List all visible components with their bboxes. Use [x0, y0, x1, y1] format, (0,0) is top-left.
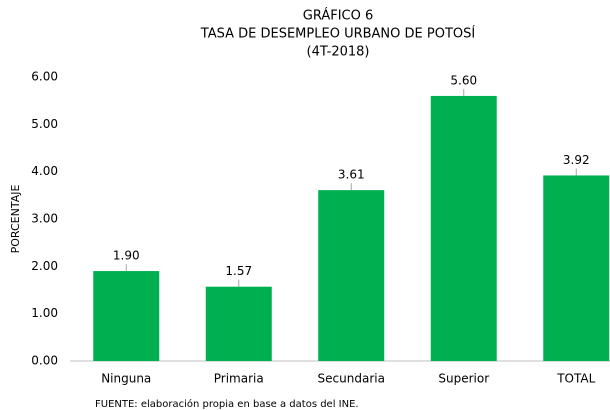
y-tick-label: 5.00	[31, 117, 58, 131]
y-tick-label: 0.00	[31, 354, 58, 368]
chart-title: TASA DE DESEMPLEO URBANO DE POTOSÍ	[200, 26, 476, 42]
x-tick-label: Primaria	[214, 372, 264, 386]
x-tick-label: TOTAL	[556, 372, 595, 386]
bar	[205, 286, 272, 361]
value-label: 1.90	[113, 249, 140, 263]
bar	[318, 190, 385, 361]
y-tick-label: 6.00	[31, 70, 58, 84]
bar	[543, 175, 610, 361]
y-axis-label: PORCENTAJE	[9, 185, 22, 254]
y-tick-label: 3.00	[31, 212, 58, 226]
y-tick-label: 2.00	[31, 259, 58, 273]
value-label: 1.57	[225, 264, 252, 278]
x-tick-label: Ninguna	[101, 372, 151, 386]
chart-title: (4T-2018)	[307, 45, 370, 60]
x-tick-label: Secundaria	[318, 372, 385, 386]
value-label: 5.60	[450, 73, 477, 87]
chart-title: GRÁFICO 6	[303, 8, 374, 24]
bar	[430, 95, 497, 361]
y-tick-label: 1.00	[31, 306, 58, 320]
bar	[93, 271, 160, 361]
value-label: 3.61	[338, 168, 365, 182]
x-tick-label: Superior	[438, 372, 489, 386]
y-tick-label: 4.00	[31, 164, 58, 178]
value-label: 3.92	[563, 153, 590, 167]
source-note: FUENTE: elaboración propia en base a dat…	[95, 398, 359, 410]
